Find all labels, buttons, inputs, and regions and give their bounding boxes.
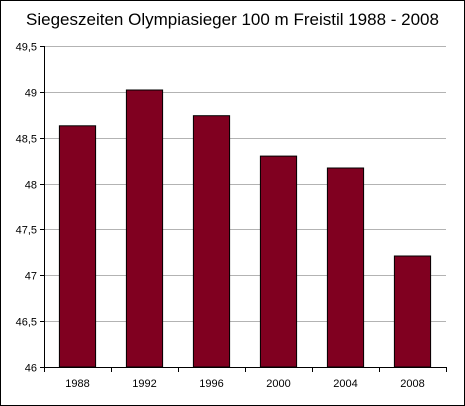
- bar-2000: [259, 155, 298, 368]
- y-tick-label: 49,5: [16, 42, 37, 54]
- bar-1988: [58, 125, 97, 368]
- y-tick-label: 46: [25, 363, 37, 375]
- bar-1992: [125, 89, 164, 368]
- bar-1996: [192, 115, 231, 368]
- y-tick-label: 48,5: [16, 134, 37, 146]
- x-tick-label: 1992: [132, 378, 156, 390]
- bar-layer: [58, 89, 432, 368]
- axis-layer: [40, 46, 447, 372]
- grid-layer: [44, 46, 446, 368]
- x-tick-label: 2004: [333, 378, 357, 390]
- y-tick-label: 48: [25, 180, 37, 192]
- x-tick-label: 1996: [199, 378, 223, 390]
- y-tick-label: 49: [25, 88, 37, 100]
- x-tick-label: 2008: [400, 378, 424, 390]
- chart-title: Siegeszeiten Olympiasieger 100 m Freisti…: [26, 10, 439, 29]
- label-layer: 46 46,5 47 47,5 48 48,5 49 49,5 1988 1992 1996 2000…: [16, 42, 425, 391]
- x-tick-label: 1988: [65, 378, 89, 390]
- y-tick-label: 46,5: [16, 317, 37, 329]
- bar-2008: [393, 255, 432, 368]
- x-tick-label: 2000: [266, 378, 290, 390]
- y-tick-label: 47: [25, 271, 37, 283]
- y-tick-label: 47,5: [16, 225, 37, 237]
- bar-2004: [326, 167, 365, 368]
